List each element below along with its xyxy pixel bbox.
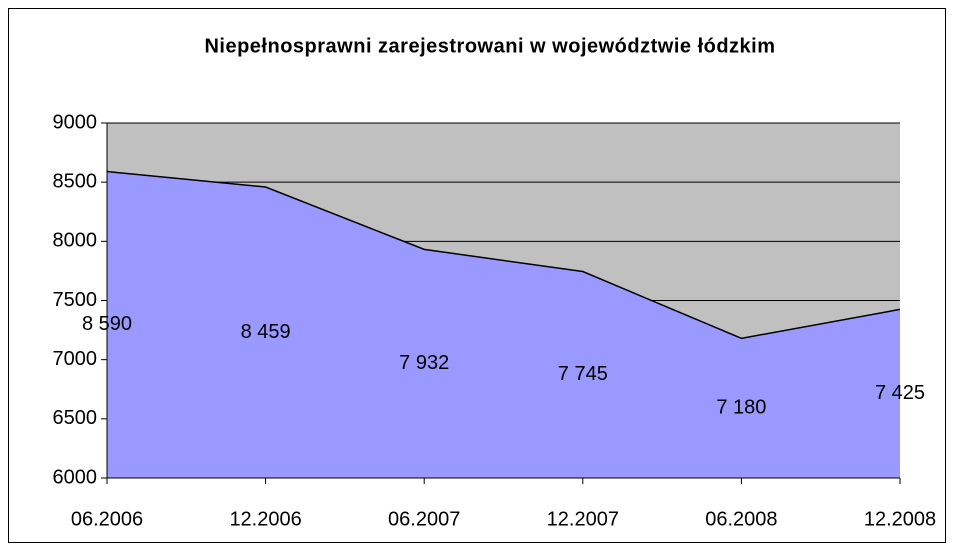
data-label: 7 180 (716, 396, 766, 418)
y-tick-label: 8000 (53, 230, 98, 252)
y-tick-label: 6000 (53, 466, 98, 488)
x-tick-label: 06.2007 (388, 508, 460, 530)
x-tick-label: 06.2006 (71, 508, 143, 530)
y-tick-label: 7500 (53, 289, 98, 311)
area-line (106, 170, 901, 340)
chart-title: Niepełnosprawni zarejestrowani w wojewód… (204, 35, 775, 57)
data-label: 7 425 (875, 382, 925, 404)
y-tick-label: 9000 (53, 111, 98, 133)
data-label: 8 459 (241, 321, 291, 343)
x-tick-label: 12.2006 (229, 508, 301, 530)
data-label: 7 932 (399, 352, 449, 374)
x-tick-label: 12.2007 (547, 508, 619, 530)
x-tick-label: 12.2008 (864, 508, 936, 530)
area-cover (107, 171, 900, 478)
y-tick-label: 8500 (53, 170, 98, 192)
x-tick-label: 06.2008 (705, 508, 777, 530)
y-tick-label: 7000 (53, 348, 98, 370)
y-tick-label: 6500 (53, 407, 98, 429)
data-label: 7 745 (558, 363, 608, 385)
